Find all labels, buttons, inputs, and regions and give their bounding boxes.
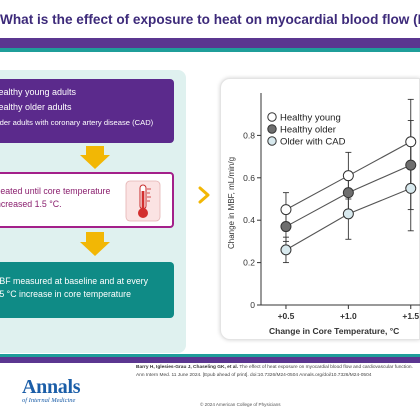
measurement-text: MBF measured at baseline and at every 0.… <box>0 275 148 301</box>
heating-line-2: increased 1.5 °C. <box>0 199 62 209</box>
x-tick-label: +1.0 <box>340 311 357 321</box>
heating-protocol-text: Heated until core temperature increased … <box>0 185 110 211</box>
data-point <box>342 208 354 220</box>
flow-arrow-1-stem <box>86 146 104 156</box>
legend-marker <box>267 124 277 134</box>
legend-label: Older with CAD <box>280 137 346 148</box>
group-line-1: Healthy young adults <box>0 87 77 97</box>
data-point <box>405 136 417 148</box>
thermometer-icon <box>125 180 161 222</box>
y-tick-label: 0.2 <box>243 258 255 268</box>
header-band-accent <box>0 48 420 52</box>
data-point <box>342 170 354 182</box>
legend-label: Healthy older <box>280 125 336 136</box>
citation: Barry H, Iglesies-Grau J, Chaseling GK, … <box>136 364 416 379</box>
data-point <box>405 159 417 171</box>
x-tick-label: +0.5 <box>278 311 295 321</box>
data-point <box>280 244 292 256</box>
page-title: What is the effect of exposure to heat o… <box>0 12 420 27</box>
group-line-3: Older adults with coronary artery diseas… <box>0 118 154 127</box>
flow-arrow-2-stem <box>86 232 104 243</box>
citation-link[interactable]: Annals.org/doi/10.7326/M24-0504 <box>299 372 372 378</box>
data-point <box>280 204 292 216</box>
annals-logo-subtitle: of Internal Medicine <box>22 397 76 404</box>
y-tick-label: 0 <box>250 300 255 310</box>
copyright: © 2024 American College of Physicians <box>200 402 281 407</box>
legend-marker <box>267 112 277 122</box>
legend-label: Healthy young <box>280 113 341 124</box>
y-tick-label: 0.8 <box>243 130 255 140</box>
measurement-line-1: MBF measured at baseline and at every <box>0 276 148 286</box>
measurement-box: MBF measured at baseline and at every 0.… <box>0 262 174 318</box>
data-point <box>280 221 292 233</box>
footer-band-accent <box>0 354 420 357</box>
flow-arrow-2 <box>80 242 110 256</box>
heating-protocol-box: Heated until core temperature increased … <box>0 172 174 228</box>
study-groups-box: Healthy young adults Healthy older adult… <box>0 79 174 143</box>
header-band <box>0 38 420 48</box>
legend-marker <box>267 136 277 146</box>
y-tick-label: 0.6 <box>243 173 255 183</box>
footer-band <box>0 357 420 363</box>
citation-text: The effect of heat exposure on myocardia… <box>136 365 413 378</box>
x-tick-label: +1.5 <box>402 311 419 321</box>
citation-authors: Barry H, Iglesies-Grau J, Chaseling GK, … <box>136 365 239 370</box>
measurement-line-2: 0.5 °C increase in core temperature <box>0 289 131 299</box>
results-chart-panel: 0 0.2 0.4 0.6 0.8 +0.5 +1.0 +1.5 Change in Core … <box>220 78 420 340</box>
y-axis-label: Change in MBF, mL/min/g <box>227 157 236 249</box>
data-point <box>342 187 354 199</box>
heating-line-1: Heated until core temperature <box>0 186 111 196</box>
data-point <box>405 182 417 194</box>
y-tick-label: 0.4 <box>243 215 255 225</box>
flow-arrow-1 <box>80 155 110 169</box>
group-line-2: Healthy older adults <box>0 102 72 112</box>
annals-logo: Annals <box>22 376 81 398</box>
chevron-right-icon <box>198 186 210 204</box>
x-axis-label: Change in Core Temperature, °C <box>269 326 399 336</box>
